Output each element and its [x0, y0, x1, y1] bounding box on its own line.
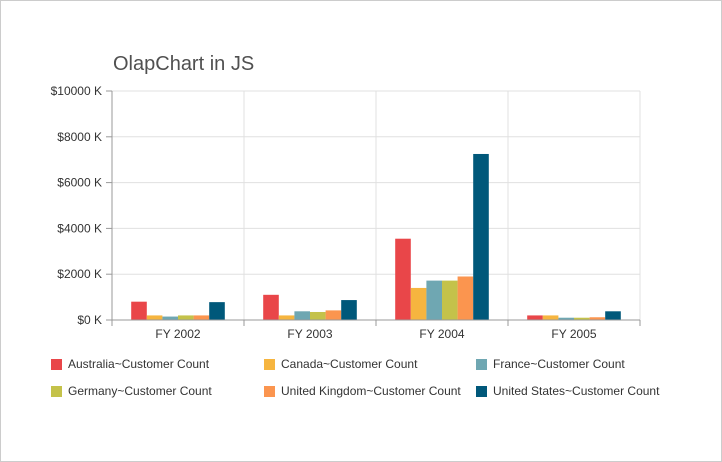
x-tick-label: FY 2004: [419, 327, 464, 341]
x-tick-label: FY 2005: [551, 327, 596, 341]
legend-item[interactable]: United States~Customer Count: [476, 383, 659, 399]
bar: [263, 294, 279, 320]
y-tick-label: $0 K: [77, 313, 102, 327]
legend-swatch: [51, 385, 62, 397]
bar: [457, 276, 474, 320]
bar: [605, 311, 621, 320]
bar: [146, 315, 163, 320]
legend-item[interactable]: United Kingdom~Customer Count: [264, 383, 461, 399]
bar: [589, 317, 606, 320]
bar: [395, 238, 411, 320]
bar: [426, 280, 442, 320]
bar: [558, 317, 574, 320]
legend-item[interactable]: Australia~Customer Count: [51, 356, 209, 372]
legend-label: France~Customer Count: [493, 357, 625, 371]
bar: [574, 317, 590, 320]
bar: [473, 153, 489, 320]
bar: [341, 300, 357, 320]
bar: [310, 311, 326, 320]
legend-item[interactable]: Germany~Customer Count: [51, 383, 212, 399]
y-tick-label: $10000 K: [51, 84, 102, 98]
legend-item[interactable]: Canada~Customer Count: [264, 356, 417, 372]
bar: [442, 280, 458, 320]
x-tick-label: FY 2003: [287, 327, 332, 341]
legend-item[interactable]: France~Customer Count: [476, 356, 625, 372]
bar: [542, 315, 559, 320]
legend-label: Germany~Customer Count: [68, 384, 212, 398]
bar: [294, 311, 310, 320]
bar: [325, 310, 342, 320]
legend-swatch: [264, 358, 275, 370]
chart-title: OlapChart in JS: [113, 53, 255, 75]
bar: [527, 315, 543, 320]
y-tick-label: $8000 K: [57, 130, 102, 144]
x-tick-label: FY 2002: [155, 327, 200, 341]
bar: [162, 316, 178, 320]
legend-swatch: [264, 385, 275, 397]
bar: [193, 315, 210, 320]
legend-label: United Kingdom~Customer Count: [281, 384, 461, 398]
legend-label: Canada~Customer Count: [281, 357, 418, 371]
bar: [178, 315, 194, 320]
legend-swatch: [51, 358, 62, 370]
bar: [209, 302, 225, 320]
legend-label: Australia~Customer Count: [68, 357, 210, 371]
bar: [410, 287, 427, 320]
y-tick-label: $2000 K: [57, 267, 102, 281]
y-tick-label: $6000 K: [57, 176, 102, 190]
bar: [131, 301, 147, 320]
legend-swatch: [476, 385, 487, 397]
y-tick-label: $4000 K: [57, 221, 102, 235]
legend-swatch: [476, 358, 487, 370]
legend: Australia~Customer Count Canada~Customer …: [51, 356, 691, 416]
bar: [278, 315, 295, 320]
legend-label: United States~Customer Count: [493, 384, 660, 398]
